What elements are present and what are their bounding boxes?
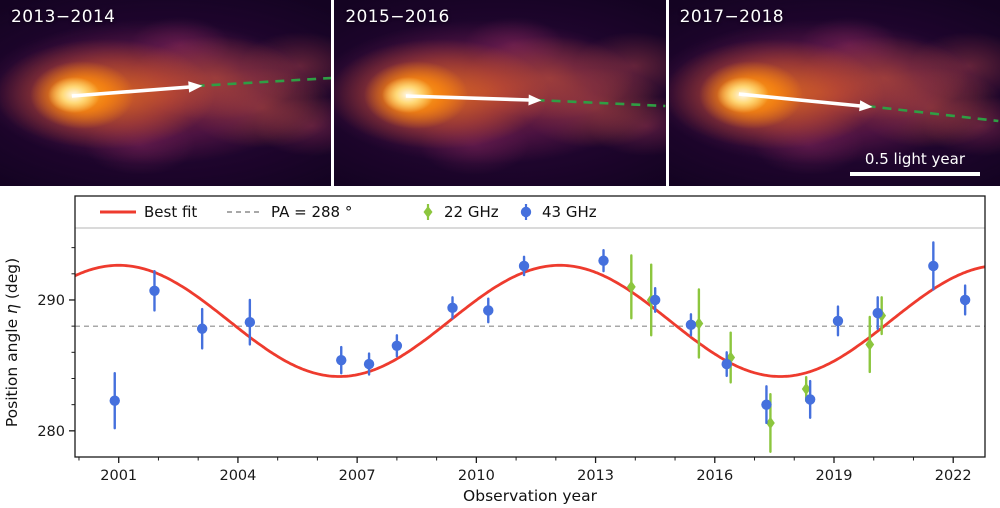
jet-direction-arrow — [738, 92, 861, 108]
precession-axis-dashed-line — [866, 104, 999, 123]
svg-text:2001: 2001 — [100, 468, 137, 484]
scale-bar-line — [849, 172, 980, 176]
svg-text:Position angle η (deg): Position angle η (deg) — [3, 258, 21, 427]
svg-text:290: 290 — [37, 293, 65, 309]
chart-svg: 2001 2004 2007 2010 2013 2016 2019 2022 280 290 Ob… — [3, 195, 986, 505]
svg-text:PA = 288 °: PA = 288 ° — [271, 203, 352, 221]
svg-text:2016: 2016 — [696, 468, 733, 484]
svg-text:Observation year: Observation year — [463, 487, 598, 505]
svg-text:2007: 2007 — [339, 468, 376, 484]
svg-text:43 GHz: 43 GHz — [542, 203, 597, 221]
jet-direction-arrowhead — [858, 100, 873, 112]
jet-direction-arrow — [71, 85, 190, 98]
svg-text:2019: 2019 — [816, 468, 853, 484]
legend: Best fit PA = 288 ° 22 GHz 43 GHz — [100, 203, 597, 221]
svg-text:2013: 2013 — [577, 468, 614, 484]
svg-text:280: 280 — [37, 424, 65, 440]
jet-direction-arrowhead — [188, 81, 203, 93]
jet-overlay-1 — [71, 76, 332, 98]
epoch-label-1: 2013−2014 — [11, 7, 116, 27]
svg-text:2022: 2022 — [935, 468, 972, 484]
svg-text:2004: 2004 — [219, 468, 256, 484]
jet-image-panel-2015-2016: 2015−2016 — [334, 0, 666, 186]
jet-overlay-2 — [406, 94, 666, 108]
epoch-label-2: 2015−2016 — [345, 7, 450, 27]
jet-overlay-3 — [738, 92, 999, 123]
best-fit-curve — [74, 263, 986, 378]
jet-direction-arrow — [406, 94, 530, 102]
precession-axis-dashed-line — [195, 76, 332, 88]
svg-text:2010: 2010 — [458, 468, 495, 484]
scale-bar: 0.5 light year — [849, 150, 980, 176]
svg-text:22 GHz: 22 GHz — [444, 203, 499, 221]
position-angle-chart: 2001 2004 2007 2010 2013 2016 2019 2022 280 290 Ob… — [0, 190, 1000, 508]
vlbi-image-row: 2013−2014 2015−2016 2017−2018 0.5 light … — [0, 0, 1000, 186]
jet-image-panel-2013-2014: 2013−2014 — [0, 0, 332, 186]
data-points — [109, 241, 971, 453]
epoch-label-3: 2017−2018 — [679, 7, 785, 27]
axes: 2001 2004 2007 2010 2013 2016 2019 2022 280 290 Ob… — [3, 195, 986, 505]
series-43-ghz — [109, 241, 971, 430]
jet-image-panel-2017-2018: 2017−2018 0.5 light year — [668, 0, 1000, 186]
precession-axis-dashed-line — [535, 98, 666, 108]
svg-text:Best fit: Best fit — [144, 203, 197, 221]
jet-direction-arrowhead — [528, 94, 542, 106]
scale-bar-label: 0.5 light year — [864, 150, 966, 168]
